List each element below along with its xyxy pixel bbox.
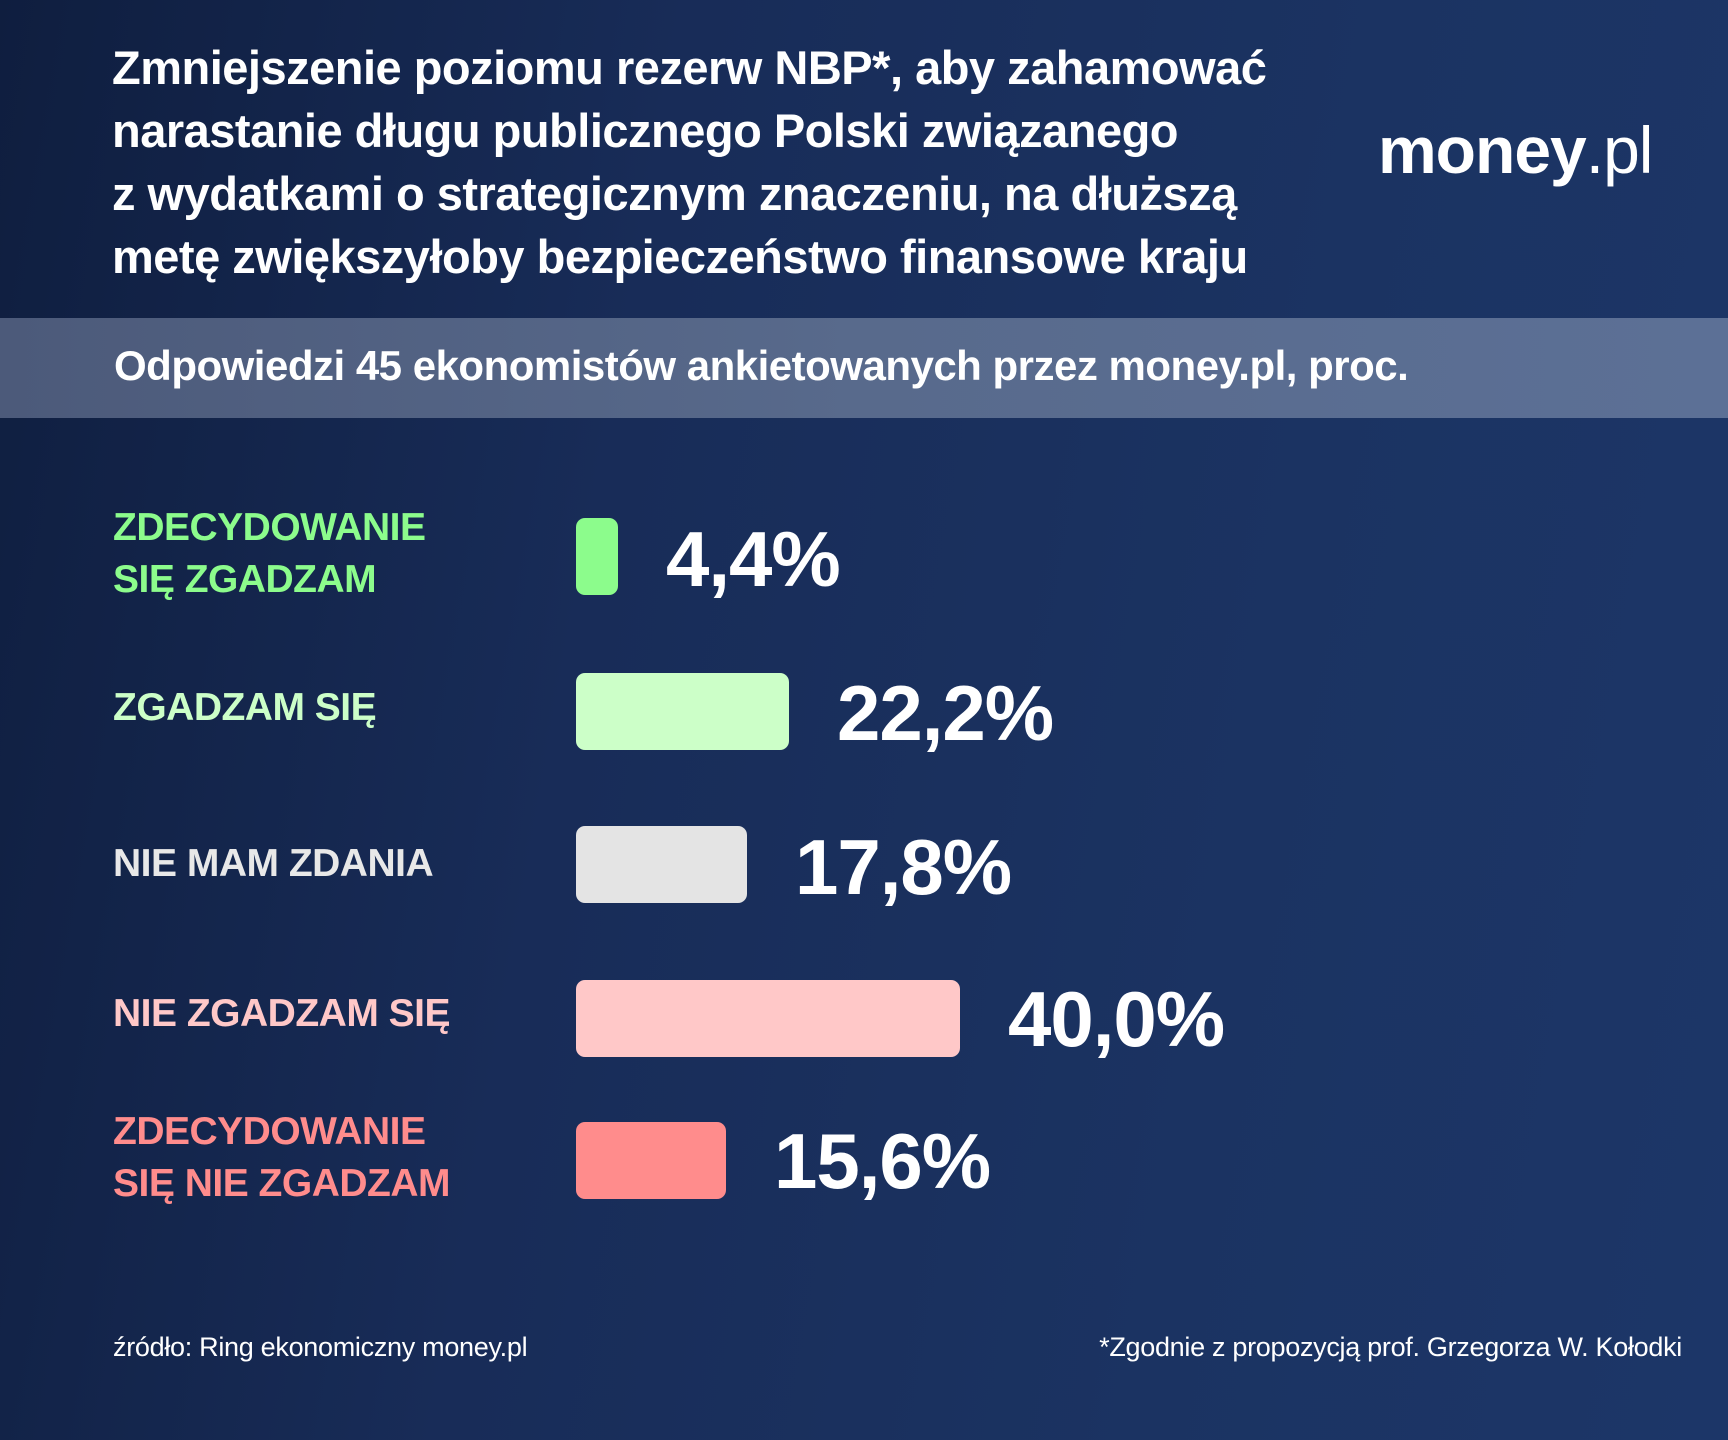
source-note: źródło: Ring ekonomiczny money.pl — [113, 1332, 528, 1362]
row-label: ZDECYDOWANIE SIĘ NIE ZGADZAM — [113, 1106, 451, 1210]
label-line: NIE MAM ZDANIA — [113, 842, 434, 885]
title-line: z wydatkami o strategicznym znaczeniu, n… — [112, 167, 1237, 220]
bar — [576, 673, 789, 750]
value-label: 4,4% — [666, 515, 841, 603]
bar — [576, 1122, 726, 1199]
chart-subtitle: Odpowiedzi 45 ekonomistów ankietowanych … — [114, 342, 1409, 389]
value-label: 15,6% — [774, 1117, 991, 1205]
title-line: metę zwiększyłoby bezpieczeństwo finanso… — [112, 230, 1248, 283]
logo-tld: .pl — [1585, 113, 1654, 187]
money-pl-logo: money.pl — [1378, 112, 1654, 188]
label-line: ZGADZAM SIĘ — [113, 686, 377, 729]
value-label: 17,8% — [795, 823, 1012, 911]
row-label: NIE ZGADZAM SIĘ — [113, 988, 451, 1040]
subtitle-band: Odpowiedzi 45 ekonomistów ankietowanych … — [0, 318, 1728, 418]
chart-title: Zmniejszenie poziomu rezerw NBP*, aby za… — [112, 36, 1372, 288]
title-line: narastanie długu publicznego Polski zwią… — [112, 104, 1179, 157]
label-line: ZDECYDOWANIE — [113, 506, 426, 549]
bar — [576, 518, 618, 595]
logo-main: money — [1378, 113, 1587, 187]
bar — [576, 980, 960, 1057]
value-label: 22,2% — [837, 669, 1054, 757]
value-label: 40,0% — [1008, 975, 1225, 1063]
row-label: ZGADZAM SIĘ — [113, 682, 377, 734]
row-label: NIE MAM ZDANIA — [113, 838, 434, 890]
label-line: SIĘ ZGADZAM — [113, 558, 377, 601]
row-label: ZDECYDOWANIE SIĘ ZGADZAM — [113, 502, 426, 606]
label-line: SIĘ NIE ZGADZAM — [113, 1162, 451, 1205]
title-line: Zmniejszenie poziomu rezerw NBP*, aby za… — [112, 41, 1267, 94]
bar — [576, 826, 747, 903]
label-line: ZDECYDOWANIE — [113, 1110, 426, 1153]
footnote: *Zgodnie z propozycją prof. Grzegorza W.… — [1099, 1332, 1682, 1362]
label-line: NIE ZGADZAM SIĘ — [113, 992, 451, 1035]
